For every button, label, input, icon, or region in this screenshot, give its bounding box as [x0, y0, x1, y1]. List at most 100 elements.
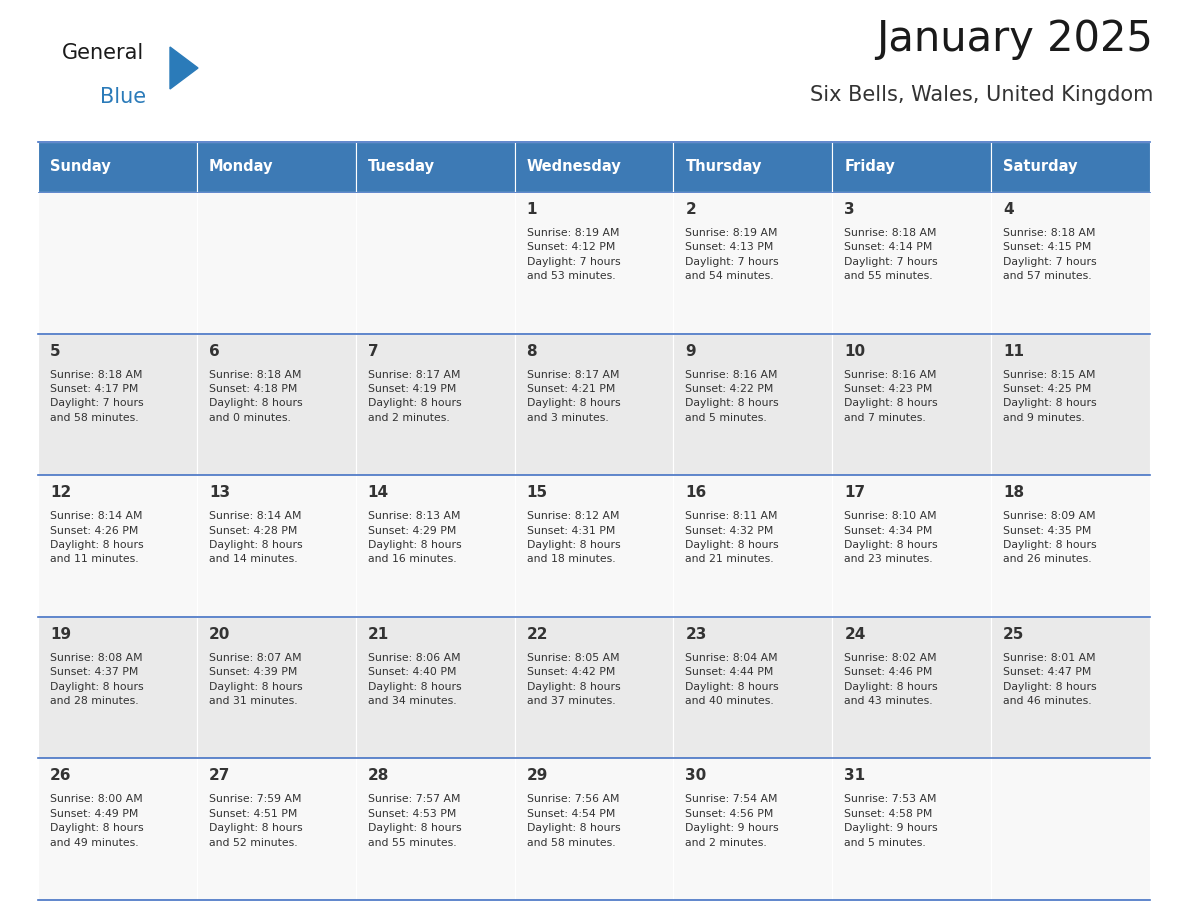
Text: 23: 23	[685, 627, 707, 642]
Text: Sunrise: 8:16 AM
Sunset: 4:23 PM
Daylight: 8 hours
and 7 minutes.: Sunrise: 8:16 AM Sunset: 4:23 PM Dayligh…	[845, 370, 937, 423]
Text: Sunrise: 8:01 AM
Sunset: 4:47 PM
Daylight: 8 hours
and 46 minutes.: Sunrise: 8:01 AM Sunset: 4:47 PM Dayligh…	[1003, 653, 1097, 706]
Text: Sunrise: 8:15 AM
Sunset: 4:25 PM
Daylight: 8 hours
and 9 minutes.: Sunrise: 8:15 AM Sunset: 4:25 PM Dayligh…	[1003, 370, 1097, 423]
Text: Tuesday: Tuesday	[368, 160, 435, 174]
Bar	[991, 333, 1150, 476]
Text: Sunrise: 8:05 AM
Sunset: 4:42 PM
Daylight: 8 hours
and 37 minutes.: Sunrise: 8:05 AM Sunset: 4:42 PM Dayligh…	[526, 653, 620, 706]
Text: 12: 12	[50, 486, 71, 500]
Bar	[514, 192, 674, 333]
Text: Sunrise: 8:12 AM
Sunset: 4:31 PM
Daylight: 8 hours
and 18 minutes.: Sunrise: 8:12 AM Sunset: 4:31 PM Dayligh…	[526, 511, 620, 565]
Bar	[674, 192, 833, 333]
Text: Sunrise: 8:18 AM
Sunset: 4:18 PM
Daylight: 8 hours
and 0 minutes.: Sunrise: 8:18 AM Sunset: 4:18 PM Dayligh…	[209, 370, 303, 423]
Text: Sunrise: 7:56 AM
Sunset: 4:54 PM
Daylight: 8 hours
and 58 minutes.: Sunrise: 7:56 AM Sunset: 4:54 PM Dayligh…	[526, 794, 620, 847]
Text: 6: 6	[209, 343, 220, 359]
Bar	[991, 192, 1150, 333]
Bar	[38, 333, 197, 476]
Bar	[991, 758, 1150, 900]
Bar	[38, 192, 197, 333]
Text: 19: 19	[50, 627, 71, 642]
Bar	[197, 192, 355, 333]
Text: Sunrise: 8:09 AM
Sunset: 4:35 PM
Daylight: 8 hours
and 26 minutes.: Sunrise: 8:09 AM Sunset: 4:35 PM Dayligh…	[1003, 511, 1097, 565]
Text: Sunrise: 8:08 AM
Sunset: 4:37 PM
Daylight: 8 hours
and 28 minutes.: Sunrise: 8:08 AM Sunset: 4:37 PM Dayligh…	[50, 653, 144, 706]
Text: 22: 22	[526, 627, 548, 642]
Text: Sunrise: 8:14 AM
Sunset: 4:26 PM
Daylight: 8 hours
and 11 minutes.: Sunrise: 8:14 AM Sunset: 4:26 PM Dayligh…	[50, 511, 144, 565]
Text: 14: 14	[368, 486, 388, 500]
Text: 4: 4	[1003, 202, 1013, 217]
Bar	[514, 333, 674, 476]
Text: Sunrise: 8:18 AM
Sunset: 4:17 PM
Daylight: 7 hours
and 58 minutes.: Sunrise: 8:18 AM Sunset: 4:17 PM Dayligh…	[50, 370, 144, 423]
Bar	[833, 758, 991, 900]
Text: 28: 28	[368, 768, 390, 783]
Bar	[833, 617, 991, 758]
Text: Sunrise: 8:19 AM
Sunset: 4:13 PM
Daylight: 7 hours
and 54 minutes.: Sunrise: 8:19 AM Sunset: 4:13 PM Dayligh…	[685, 228, 779, 281]
Bar	[355, 617, 514, 758]
Bar	[38, 617, 197, 758]
Text: 27: 27	[209, 768, 230, 783]
Text: Sunrise: 7:53 AM
Sunset: 4:58 PM
Daylight: 9 hours
and 5 minutes.: Sunrise: 7:53 AM Sunset: 4:58 PM Dayligh…	[845, 794, 937, 847]
Text: 30: 30	[685, 768, 707, 783]
Text: 24: 24	[845, 627, 866, 642]
Text: 20: 20	[209, 627, 230, 642]
Text: Sunrise: 7:57 AM
Sunset: 4:53 PM
Daylight: 8 hours
and 55 minutes.: Sunrise: 7:57 AM Sunset: 4:53 PM Dayligh…	[368, 794, 461, 847]
Bar	[674, 758, 833, 900]
Text: Saturday: Saturday	[1003, 160, 1078, 174]
Text: Sunrise: 7:59 AM
Sunset: 4:51 PM
Daylight: 8 hours
and 52 minutes.: Sunrise: 7:59 AM Sunset: 4:51 PM Dayligh…	[209, 794, 303, 847]
Text: Blue: Blue	[100, 87, 146, 107]
Bar	[355, 333, 514, 476]
Bar	[674, 617, 833, 758]
Text: Sunrise: 7:54 AM
Sunset: 4:56 PM
Daylight: 9 hours
and 2 minutes.: Sunrise: 7:54 AM Sunset: 4:56 PM Dayligh…	[685, 794, 779, 847]
Text: 11: 11	[1003, 343, 1024, 359]
Bar	[38, 476, 197, 617]
Bar	[514, 758, 674, 900]
Bar	[38, 142, 197, 192]
Text: 7: 7	[368, 343, 378, 359]
Text: 5: 5	[50, 343, 61, 359]
Text: Sunrise: 8:06 AM
Sunset: 4:40 PM
Daylight: 8 hours
and 34 minutes.: Sunrise: 8:06 AM Sunset: 4:40 PM Dayligh…	[368, 653, 461, 706]
Text: Sunrise: 8:18 AM
Sunset: 4:15 PM
Daylight: 7 hours
and 57 minutes.: Sunrise: 8:18 AM Sunset: 4:15 PM Dayligh…	[1003, 228, 1097, 281]
Bar	[197, 758, 355, 900]
Text: 17: 17	[845, 486, 865, 500]
Text: 2: 2	[685, 202, 696, 217]
Text: 1: 1	[526, 202, 537, 217]
Bar	[38, 758, 197, 900]
Bar	[514, 476, 674, 617]
Text: Six Bells, Wales, United Kingdom: Six Bells, Wales, United Kingdom	[810, 85, 1154, 105]
Text: Sunrise: 8:07 AM
Sunset: 4:39 PM
Daylight: 8 hours
and 31 minutes.: Sunrise: 8:07 AM Sunset: 4:39 PM Dayligh…	[209, 653, 303, 706]
Polygon shape	[170, 47, 198, 89]
Text: 16: 16	[685, 486, 707, 500]
Text: Sunrise: 8:04 AM
Sunset: 4:44 PM
Daylight: 8 hours
and 40 minutes.: Sunrise: 8:04 AM Sunset: 4:44 PM Dayligh…	[685, 653, 779, 706]
Text: 26: 26	[50, 768, 71, 783]
Text: 18: 18	[1003, 486, 1024, 500]
Bar	[514, 142, 674, 192]
Bar	[355, 476, 514, 617]
Bar	[833, 333, 991, 476]
Text: Sunrise: 8:18 AM
Sunset: 4:14 PM
Daylight: 7 hours
and 55 minutes.: Sunrise: 8:18 AM Sunset: 4:14 PM Dayligh…	[845, 228, 937, 281]
Text: Sunrise: 8:02 AM
Sunset: 4:46 PM
Daylight: 8 hours
and 43 minutes.: Sunrise: 8:02 AM Sunset: 4:46 PM Dayligh…	[845, 653, 937, 706]
Bar	[674, 142, 833, 192]
Bar	[674, 333, 833, 476]
Text: Sunrise: 8:10 AM
Sunset: 4:34 PM
Daylight: 8 hours
and 23 minutes.: Sunrise: 8:10 AM Sunset: 4:34 PM Dayligh…	[845, 511, 937, 565]
Text: Sunrise: 8:17 AM
Sunset: 4:21 PM
Daylight: 8 hours
and 3 minutes.: Sunrise: 8:17 AM Sunset: 4:21 PM Dayligh…	[526, 370, 620, 423]
Text: 29: 29	[526, 768, 548, 783]
Text: Sunrise: 8:11 AM
Sunset: 4:32 PM
Daylight: 8 hours
and 21 minutes.: Sunrise: 8:11 AM Sunset: 4:32 PM Dayligh…	[685, 511, 779, 565]
Text: January 2025: January 2025	[876, 18, 1154, 60]
Text: 9: 9	[685, 343, 696, 359]
Bar	[674, 476, 833, 617]
Bar	[355, 142, 514, 192]
Bar	[991, 476, 1150, 617]
Bar	[355, 192, 514, 333]
Bar	[833, 142, 991, 192]
Text: Sunrise: 8:16 AM
Sunset: 4:22 PM
Daylight: 8 hours
and 5 minutes.: Sunrise: 8:16 AM Sunset: 4:22 PM Dayligh…	[685, 370, 779, 423]
Text: Sunrise: 8:14 AM
Sunset: 4:28 PM
Daylight: 8 hours
and 14 minutes.: Sunrise: 8:14 AM Sunset: 4:28 PM Dayligh…	[209, 511, 303, 565]
Text: Sunrise: 8:13 AM
Sunset: 4:29 PM
Daylight: 8 hours
and 16 minutes.: Sunrise: 8:13 AM Sunset: 4:29 PM Dayligh…	[368, 511, 461, 565]
Text: Thursday: Thursday	[685, 160, 762, 174]
Text: 15: 15	[526, 486, 548, 500]
Bar	[833, 192, 991, 333]
Text: Sunrise: 8:00 AM
Sunset: 4:49 PM
Daylight: 8 hours
and 49 minutes.: Sunrise: 8:00 AM Sunset: 4:49 PM Dayligh…	[50, 794, 144, 847]
Text: Sunrise: 8:17 AM
Sunset: 4:19 PM
Daylight: 8 hours
and 2 minutes.: Sunrise: 8:17 AM Sunset: 4:19 PM Dayligh…	[368, 370, 461, 423]
Text: Friday: Friday	[845, 160, 895, 174]
Bar	[514, 617, 674, 758]
Bar	[197, 476, 355, 617]
Text: General: General	[62, 43, 144, 63]
Bar	[991, 617, 1150, 758]
Text: Sunrise: 8:19 AM
Sunset: 4:12 PM
Daylight: 7 hours
and 53 minutes.: Sunrise: 8:19 AM Sunset: 4:12 PM Dayligh…	[526, 228, 620, 281]
